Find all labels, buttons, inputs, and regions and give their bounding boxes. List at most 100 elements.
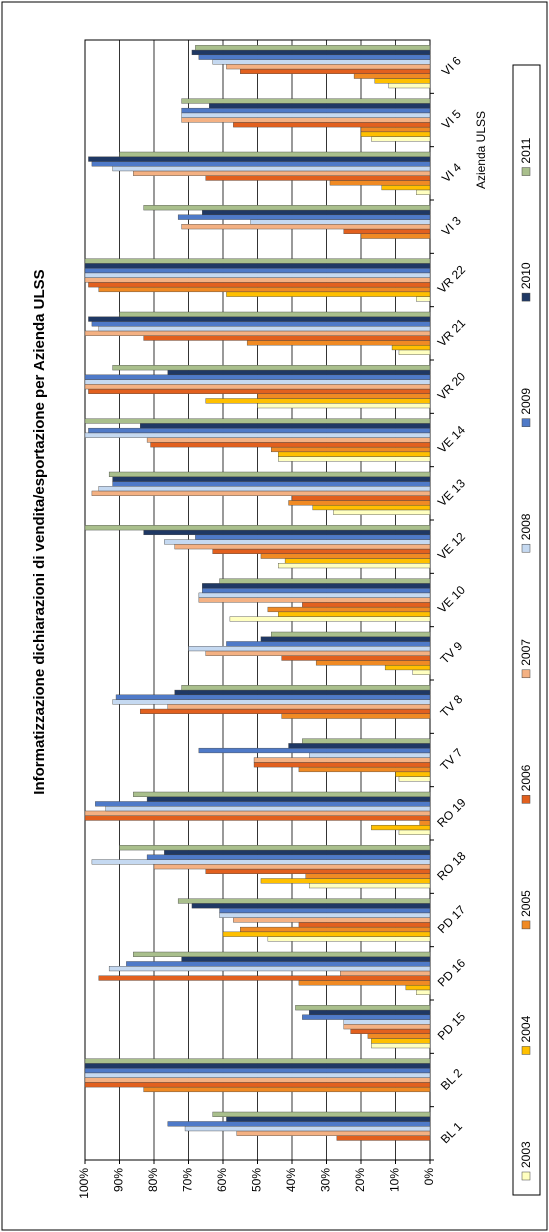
bar [271,446,431,453]
bar [250,219,431,225]
bar [143,529,431,536]
bar [229,616,431,622]
legend-label: 2008 [519,513,533,540]
bar [309,883,431,889]
bar [219,578,431,584]
bar [278,611,431,617]
bar [177,214,431,220]
bar [226,64,431,70]
bar [298,766,431,773]
bar [284,558,431,564]
bar [88,316,431,322]
bar [208,103,431,109]
bar [226,1116,431,1122]
bar [119,845,431,851]
bar [84,384,431,390]
legend-swatch [521,795,531,804]
bar [298,980,431,986]
bar [257,403,431,409]
bar [395,771,431,777]
bar [288,743,431,749]
bar [360,126,431,133]
bar [281,713,431,719]
bar [115,694,431,700]
bar [419,820,431,826]
bar [416,989,431,995]
bar [167,704,431,710]
bar [88,427,431,434]
bar [312,504,431,511]
bar [198,592,431,598]
bar [84,379,431,385]
y-tick-label: 30% [319,1168,333,1192]
bar [257,393,431,399]
y-tick-label: 90% [112,1168,126,1192]
legend-label: 2004 [519,1015,533,1042]
bar [271,631,431,637]
bar [84,1067,431,1074]
bar [91,490,431,496]
legend-swatch [521,669,531,679]
bar [112,476,431,482]
bar [198,747,431,754]
bar [177,898,431,904]
legend-label: 2009 [519,388,533,415]
bar [139,423,431,429]
bar [309,752,431,758]
bar [167,1121,431,1127]
bar [278,563,431,569]
bar [343,228,431,234]
bar [202,583,431,589]
bar [333,509,431,515]
bar [281,655,431,661]
bar [84,1072,431,1078]
bar [236,1130,431,1136]
bar [95,801,431,807]
bar [88,156,431,162]
bar [126,961,431,967]
bar [416,189,431,195]
bar [222,931,431,937]
bar [302,1014,431,1020]
legend-label: 2006 [519,764,533,791]
bar [84,267,431,274]
bar [278,456,431,462]
bar [398,349,431,355]
bar [164,849,431,856]
bar [212,548,431,554]
y-tick-label: 100% [77,1168,91,1199]
bar [267,936,431,942]
legend-swatch [521,167,531,176]
bar [84,418,431,424]
bar [133,791,431,797]
bar [181,224,431,230]
bar [133,170,431,176]
legend-label: 2011 [519,137,533,163]
bar [240,68,431,74]
bar [371,824,431,831]
legend-swatch [521,292,531,302]
bar [298,922,431,928]
legend-label: 2005 [519,890,533,917]
bar [240,926,431,933]
legend-swatch [521,1046,531,1055]
bar [181,117,431,123]
y-tick-label: 70% [181,1168,195,1192]
bar [98,286,431,293]
bar [84,277,431,283]
bar [167,369,431,376]
bar [398,776,431,782]
bar [146,854,431,860]
bar [98,486,431,492]
bar [267,606,431,613]
bar [405,984,431,991]
bar [315,660,431,666]
bar [195,534,431,540]
bar [371,136,431,142]
bar [84,1063,431,1069]
bar [391,344,431,351]
bar [367,1033,431,1039]
bar [219,912,431,918]
bar [143,1086,431,1093]
